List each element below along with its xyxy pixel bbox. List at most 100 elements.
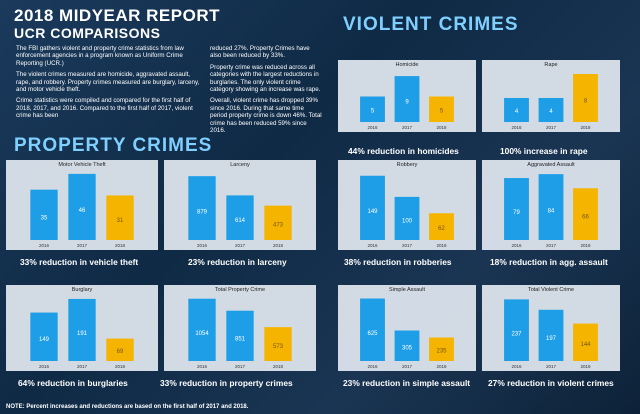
data-label: 69 (117, 349, 124, 355)
bar-2018 (573, 323, 598, 361)
bar-2016 (30, 189, 58, 240)
intro-paragraph: reduced 27%. Property Crimes have also b… (210, 45, 310, 60)
tick-label: 2018 (580, 125, 591, 130)
data-label: 144 (580, 342, 591, 348)
chart-plot: 237 2016 197 2017 144 2018 (504, 299, 598, 369)
bar-2016 (360, 298, 385, 361)
data-label: 79 (513, 210, 520, 216)
chart-caption: 27% reduction in violent crimes (488, 378, 614, 388)
tick-label: 2017 (235, 243, 246, 248)
chart-caption: 18% reduction in agg. assault (490, 257, 608, 267)
chart-caption: 33% reduction in property crimes (160, 378, 293, 388)
data-label: 5 (440, 109, 444, 115)
data-label: 31 (117, 218, 124, 224)
chart-plot: 879 2016 614 2017 473 2018 (188, 176, 292, 248)
data-label: 9 (405, 99, 409, 105)
bar-2018 (429, 337, 454, 361)
chart-caption: 38% reduction in robberies (344, 257, 452, 267)
footnote: NOTE: Percent increases and reductions a… (6, 404, 249, 410)
bar-2017 (538, 174, 564, 240)
intro-paragraph: Property crime was reduced across all ca… (210, 63, 321, 94)
data-label: 149 (39, 337, 50, 343)
chart-title: Robbery (396, 162, 418, 168)
bar-2017 (394, 76, 420, 122)
property-crimes-heading: PROPERTY CRIMES (14, 135, 213, 156)
bar-2018 (573, 188, 598, 240)
chart-plot: 625 2016 305 2017 235 2018 (360, 298, 454, 369)
tick-label: 2017 (546, 125, 557, 130)
tick-label: 2017 (402, 243, 413, 248)
chart-plot: 5 2016 9 2017 5 2018 (360, 76, 454, 130)
bar-2017 (68, 173, 96, 240)
tick-label: 2018 (436, 125, 447, 130)
chart-title: Rape (544, 62, 558, 68)
tick-label: 2016 (511, 125, 522, 130)
data-label: 62 (438, 226, 445, 232)
chart-plot: 1054 2016 851 2017 573 2018 (188, 298, 292, 369)
chart-caption: 33% reduction in vehicle theft (20, 257, 139, 267)
chart-title: Total Violent Crime (527, 287, 575, 293)
tick-label: 2018 (580, 364, 591, 369)
tick-label: 2018 (115, 364, 126, 369)
intro-paragraph: Crime statistics were compiled and compa… (16, 97, 193, 120)
tick-label: 2017 (402, 125, 413, 130)
data-label: 305 (402, 345, 413, 351)
bar-2017 (68, 298, 96, 361)
bar-2017 (226, 195, 254, 240)
data-label: 197 (546, 336, 557, 342)
bar-2018 (429, 213, 454, 240)
bar-2016 (504, 98, 529, 122)
chart-title: Burglary (71, 287, 93, 293)
bar-2018 (573, 74, 598, 122)
tick-label: 2016 (197, 243, 208, 248)
tick-label: 2017 (77, 243, 88, 248)
tick-label: 2018 (436, 243, 447, 248)
tick-label: 2017 (402, 364, 413, 369)
tick-label: 2018 (580, 243, 591, 248)
bar-2018 (429, 96, 454, 122)
chart-title: Simple Assault (388, 287, 426, 293)
data-label: 4 (549, 109, 553, 115)
data-label: 1054 (195, 331, 209, 337)
bar-2017 (394, 330, 420, 361)
bar-2018 (264, 327, 292, 361)
report-title: 2018 MIDYEAR REPORT (14, 6, 220, 25)
tick-label: 2017 (235, 364, 246, 369)
data-label: 5 (371, 109, 375, 115)
intro-paragraph: Overall, violent crime has dropped 39% s… (210, 97, 322, 135)
data-label: 879 (197, 209, 208, 215)
data-label: 100 (402, 219, 413, 225)
tick-label: 2016 (367, 125, 378, 130)
tick-label: 2018 (273, 243, 284, 248)
rape-chart: Rape 4 2016 4 2017 8 2018 (482, 60, 620, 132)
chart-caption: 44% reduction in homicides (348, 146, 459, 156)
chart-plot: 35 2016 46 2017 31 2018 (30, 173, 134, 248)
data-label: 4 (515, 109, 519, 115)
violent-crimes-heading: VIOLENT CRIMES (343, 14, 519, 35)
intro-paragraph: The violent crimes measured are homicide… (16, 71, 200, 94)
robbery-chart: Robbery 149 2016 100 2017 62 2018 (338, 160, 476, 250)
bar-2016 (504, 178, 529, 240)
motor-vehicle-theft-chart: Motor Vehicle Theft 35 2016 46 2017 31 2018 (6, 160, 158, 250)
intro-column-left: The FBI gathers violent and property cri… (16, 45, 202, 124)
chart-title: Larceny (230, 162, 250, 168)
data-label: 614 (235, 218, 246, 224)
homicide-chart: Homicide 5 2016 9 2017 5 2018 (338, 60, 476, 132)
bar-2016 (360, 175, 385, 240)
data-label: 84 (548, 208, 555, 214)
data-label: 573 (273, 344, 284, 350)
bar-2016 (504, 299, 529, 361)
data-label: 237 (511, 331, 522, 337)
chart-caption: 64% reduction in burglaries (18, 378, 128, 388)
tick-label: 2016 (367, 364, 378, 369)
chart-caption: 23% reduction in simple assault (343, 378, 471, 388)
tick-label: 2018 (273, 364, 284, 369)
bar-2018 (264, 205, 292, 240)
tick-label: 2017 (546, 364, 557, 369)
bar-2016 (188, 298, 216, 361)
tick-label: 2016 (197, 364, 208, 369)
data-label: 235 (436, 348, 447, 354)
burglary-chart: Burglary 149 2016 191 2017 69 2018 (6, 285, 158, 371)
aggravated-assault-chart: Aggravated Assault 79 2016 84 2017 66 2018 (482, 160, 620, 250)
bar-2016 (360, 96, 385, 122)
